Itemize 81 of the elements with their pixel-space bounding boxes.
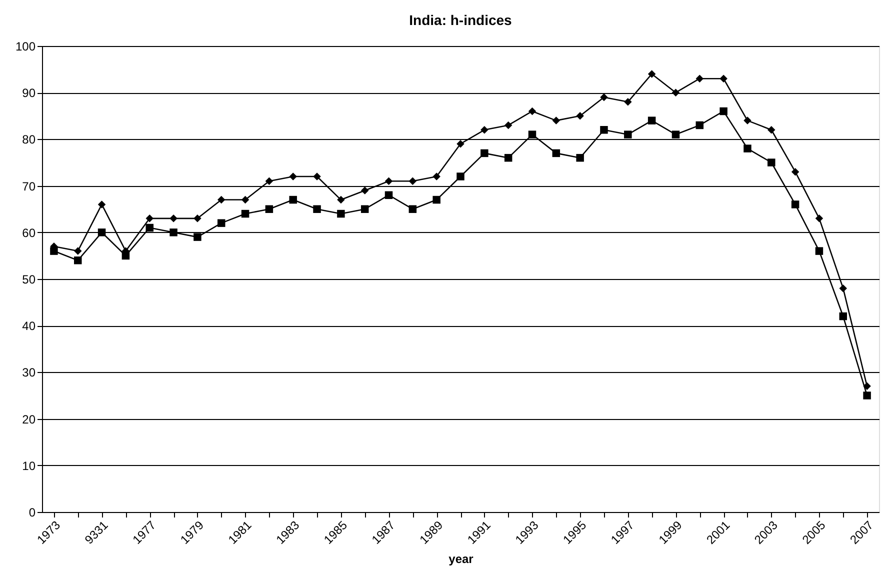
point [241, 196, 250, 204]
point [170, 228, 178, 236]
point [241, 210, 250, 218]
point [504, 121, 512, 130]
y-tick-label: 30 [22, 366, 36, 380]
point [170, 214, 178, 222]
point [815, 214, 824, 222]
point [360, 186, 369, 194]
y-tick-label: 20 [22, 412, 36, 426]
point [552, 149, 560, 158]
x-axis-title: year [448, 552, 474, 566]
point [863, 382, 871, 390]
point [432, 196, 440, 204]
point [720, 74, 728, 82]
point [289, 196, 297, 204]
point [768, 158, 776, 166]
point [217, 196, 226, 204]
point [624, 98, 632, 106]
point [408, 205, 417, 213]
point [839, 312, 847, 320]
point [74, 256, 82, 264]
point [98, 228, 106, 236]
y-tick-label: 10 [22, 458, 36, 473]
y-tick-label: 0 [28, 506, 36, 520]
point [624, 130, 632, 138]
y-tick-label: 80 [22, 132, 36, 147]
point [744, 116, 752, 124]
point [265, 205, 274, 213]
point [768, 126, 776, 134]
point [384, 191, 393, 199]
point [456, 140, 464, 148]
point [672, 88, 680, 96]
point [265, 177, 274, 186]
point [648, 116, 656, 124]
point [408, 177, 417, 186]
point [217, 219, 226, 227]
point [480, 126, 488, 134]
point [456, 172, 464, 180]
point [360, 205, 369, 213]
point [696, 74, 704, 82]
point [384, 177, 393, 186]
point [50, 247, 58, 255]
point [528, 130, 536, 138]
point [600, 93, 608, 102]
point [552, 116, 560, 124]
point [600, 126, 608, 134]
point [791, 168, 800, 176]
point [672, 130, 680, 138]
point [432, 172, 440, 180]
point [313, 205, 321, 213]
point [74, 247, 82, 255]
point [313, 172, 321, 180]
point [289, 172, 297, 180]
point [480, 149, 488, 158]
point [576, 112, 584, 120]
y-tick-label: 70 [22, 179, 36, 194]
y-tick-label: 50 [22, 272, 36, 286]
point [791, 200, 800, 208]
point [146, 224, 154, 232]
y-tick-label: 100 [15, 40, 36, 54]
point [337, 196, 345, 204]
point [504, 154, 512, 162]
point [122, 252, 130, 260]
chart-title: India: h-indices [409, 12, 512, 28]
y-tick-label: 60 [22, 226, 36, 240]
point [194, 233, 202, 241]
point [815, 247, 824, 255]
point [744, 144, 752, 152]
point [194, 214, 202, 222]
point [528, 107, 536, 116]
point [98, 200, 106, 208]
point [648, 70, 656, 78]
point [576, 154, 584, 162]
point [863, 392, 871, 400]
point [720, 107, 728, 116]
point [839, 284, 847, 292]
point [146, 214, 154, 222]
y-tick-label: 40 [22, 319, 36, 334]
point [337, 210, 345, 218]
y-tick-label: 90 [22, 86, 36, 100]
point [696, 121, 704, 130]
